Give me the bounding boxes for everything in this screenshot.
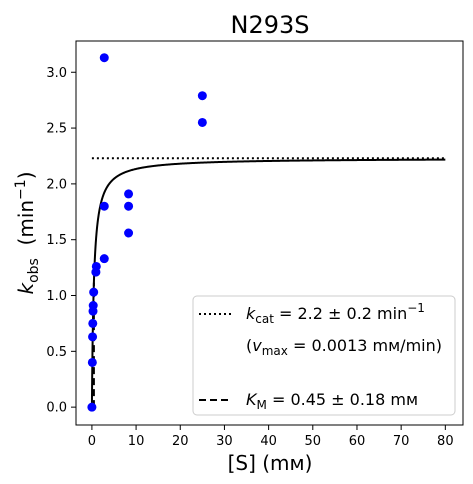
y-label-superscript: −1 (13, 179, 29, 200)
plot-frame (75, 40, 464, 426)
y-label-subscript: obs (26, 258, 42, 283)
y-label-symbol: k (14, 282, 38, 295)
x-tick-label: 10 (128, 434, 145, 449)
data-point (124, 189, 134, 199)
data-point (88, 301, 98, 311)
data-point (124, 228, 134, 238)
data-point (89, 287, 99, 297)
y-tick-label: 1.5 (46, 233, 67, 248)
data-point (88, 318, 98, 328)
y-tick-label: 2.5 (46, 122, 67, 137)
y-tick-label: 2.0 (46, 177, 67, 192)
data-point (87, 357, 97, 367)
data-point (197, 91, 207, 101)
data-point (88, 332, 98, 342)
y-tick-label: 0.5 (46, 345, 67, 360)
legend: kcat = 2.2 ± 0.2 min−1 (vmax = 0.0013 mм… (192, 295, 456, 416)
chart-title: N293S (231, 11, 310, 39)
x-tick-label: 50 (305, 434, 322, 449)
x-tick-label: 30 (216, 434, 233, 449)
y-tick-label: 0.0 (46, 401, 67, 416)
y-label-unit-close: ) (14, 171, 38, 179)
legend-km-label: KM = 0.45 ± 0.18 mм (246, 390, 418, 412)
y-tick-label: 1.0 (46, 289, 67, 304)
data-point (99, 53, 109, 63)
legend-vmax-label: (vmax = 0.0013 mм/min) (246, 336, 442, 358)
data-point (87, 402, 97, 412)
x-axis-label: [S] (mм) (228, 451, 313, 475)
y-label-unit: (min (14, 200, 38, 246)
y-axis-label: kobs (min−1) (13, 171, 42, 294)
x-tick-label: 0 (88, 434, 96, 449)
michaelis-menten-fit-curve (90, 158, 446, 408)
data-point (99, 254, 109, 264)
legend-box (192, 295, 456, 416)
x-tick-label: 60 (349, 434, 366, 449)
data-point (99, 201, 109, 211)
x-tick-label: 70 (393, 434, 410, 449)
x-tick-label: 80 (437, 434, 454, 449)
data-points (87, 53, 207, 412)
x-tick-label: 20 (172, 434, 189, 449)
y-tick-label: 3.0 (46, 66, 67, 81)
axis-ticks: 0 10 20 30 40 50 60 70 80 0.0 0.5 1.0 1.5 2.0 2.5 3.0 (46, 66, 453, 449)
legend-kcat-label: kcat = 2.2 ± 0.2 min−1 (246, 301, 425, 326)
data-point (197, 117, 207, 127)
x-tick-label: 40 (260, 434, 277, 449)
data-point (124, 201, 134, 211)
data-point (91, 261, 101, 271)
